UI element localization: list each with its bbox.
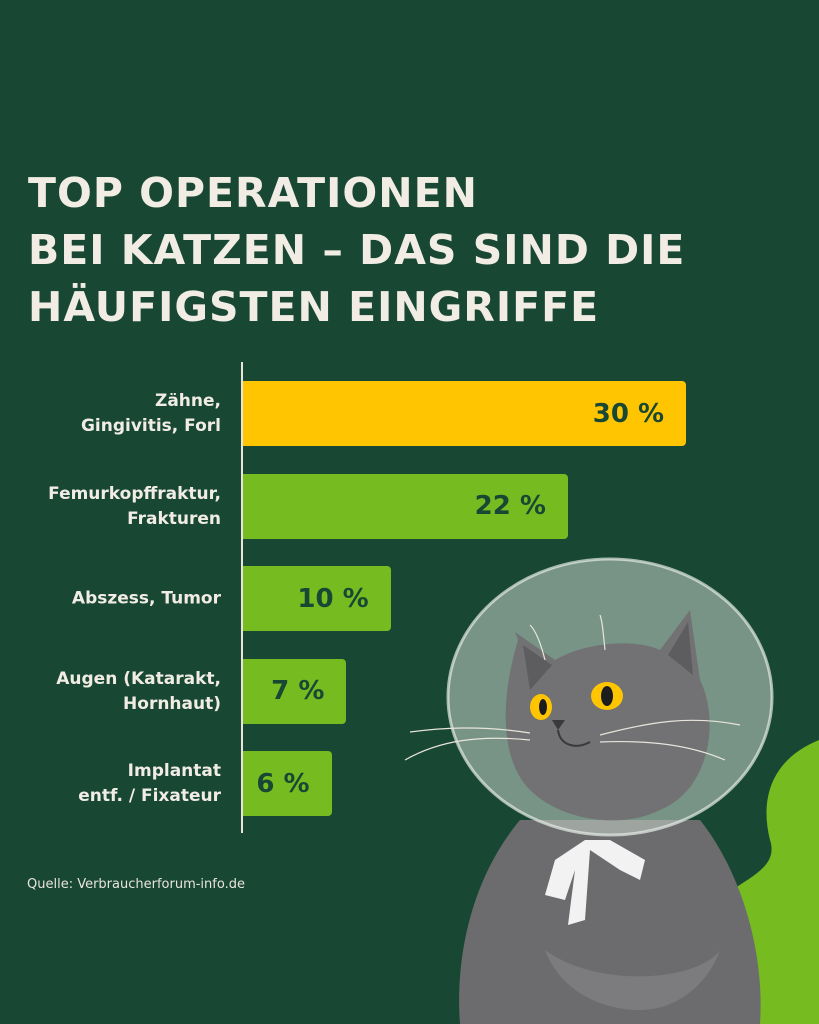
category-label-line: Augen (Katarakt, — [56, 668, 221, 689]
category-label: Zähne, Gingivitis, Forl — [81, 389, 221, 439]
chart-title: TOP OPERATIONEN BEI KATZEN – DAS SIND DI… — [28, 165, 685, 336]
bar-value-label: 6 % — [256, 768, 310, 799]
category-label-line: Gingivitis, Forl — [80, 416, 221, 436]
bar-value-label: 10 % — [297, 583, 369, 614]
category-label-line: Zähne, — [155, 391, 221, 411]
title-line: HÄUFIGSTEN EINGRIFFE — [28, 283, 600, 331]
bar-value-label: 7 % — [271, 676, 325, 706]
bar-value-label: 22 % — [474, 491, 546, 521]
category-label-line: Frakturen — [127, 508, 221, 529]
category-label-line: Femurkopffraktur, — [48, 483, 221, 504]
cone-ribbon — [545, 840, 645, 925]
category-label: Augen (Katarakt, Hornhaut) — [56, 667, 221, 717]
category-label: Femurkopffraktur, Frakturen — [48, 482, 221, 532]
source-note: Quelle: Verbraucherforum-info.de — [27, 877, 245, 892]
bar: 7 % — [243, 658, 347, 724]
title-line: TOP OPERATIONEN — [28, 169, 478, 217]
bar-value-label: 30 % — [592, 398, 665, 429]
bar: 30 % — [243, 381, 687, 446]
bar: 6 % — [243, 751, 332, 816]
bar: 22 % — [243, 473, 568, 539]
category-label-line: Implantat — [127, 761, 221, 781]
category-label: Abszess, Tumor — [72, 587, 221, 612]
category-label-line: Hornhaut) — [123, 693, 221, 714]
y-axis-line — [241, 362, 243, 833]
cat-head — [505, 610, 710, 821]
category-label-line: entf. / Fixateur — [78, 786, 221, 806]
title-line: BEI KATZEN – DAS SIND DIE — [28, 226, 686, 274]
category-label: Implantat entf. / Fixateur — [78, 759, 221, 809]
bar: 10 % — [243, 566, 391, 631]
category-label-line: Abszess, Tumor — [71, 588, 221, 609]
